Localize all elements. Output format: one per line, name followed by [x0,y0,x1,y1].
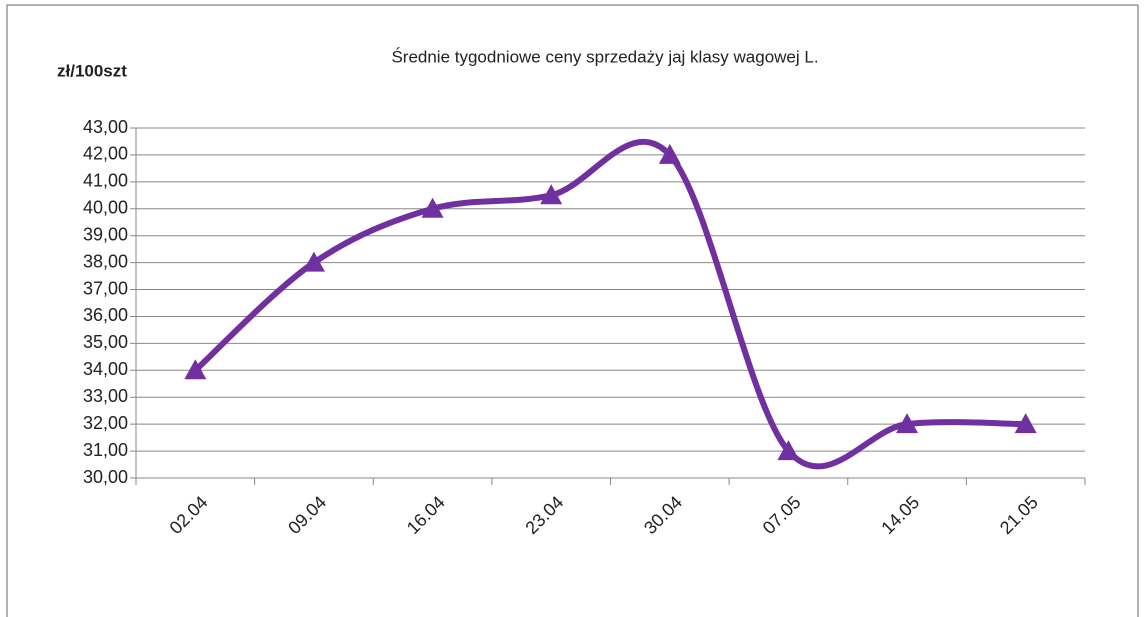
x-tick-label: 16.04 [403,492,449,538]
x-tick-label: 09.04 [284,492,330,538]
y-tick-label: 40,00 [83,198,128,218]
y-tick-label: 37,00 [83,278,128,298]
marker [1014,413,1037,434]
y-tick-label: 42,00 [83,144,128,164]
y-tick-label: 30,00 [83,467,128,487]
series-line [193,138,1026,470]
marker [777,440,800,461]
y-tick-label: 35,00 [83,332,128,352]
marker [184,359,207,380]
chart-frame [6,4,1139,617]
x-tick-label: 23.04 [521,492,567,538]
y-tick-label: 36,00 [83,305,128,325]
marker [658,143,681,164]
y-tick-label: 39,00 [83,224,128,244]
y-tick-label: 33,00 [83,386,128,406]
x-tick-label: 07.05 [759,492,805,538]
x-tick-label: 21.05 [996,492,1042,538]
marker [896,413,919,434]
marker [302,251,325,272]
chart-title: Średnie tygodniowe ceny sprzedaży jaj kl… [391,47,818,66]
y-tick-label: 34,00 [83,359,128,379]
y-tick-label: 32,00 [83,413,128,433]
y-axis-title: zł/100szt [57,61,127,80]
y-tick-label: 43,00 [83,117,128,137]
marker [540,184,563,205]
x-tick-label: 14.05 [877,492,923,538]
marker [421,197,444,218]
y-tick-label: 41,00 [83,171,128,191]
x-tick-label: 30.04 [640,492,686,538]
y-tick-label: 31,00 [83,440,128,460]
y-tick-label: 38,00 [83,251,128,271]
x-tick-label: 02.04 [166,492,212,538]
